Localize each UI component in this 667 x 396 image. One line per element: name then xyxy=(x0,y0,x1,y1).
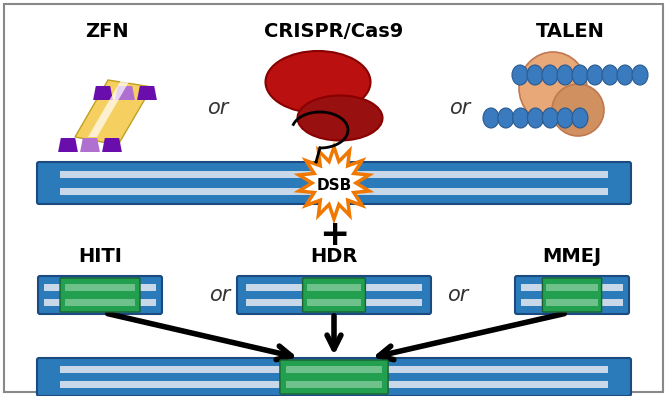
Ellipse shape xyxy=(542,108,558,128)
Ellipse shape xyxy=(602,65,618,85)
Polygon shape xyxy=(137,86,157,100)
Ellipse shape xyxy=(572,65,588,85)
Text: ZFN: ZFN xyxy=(85,22,129,41)
Bar xyxy=(59,171,608,179)
Text: DSB: DSB xyxy=(316,177,352,192)
FancyBboxPatch shape xyxy=(38,276,162,314)
Ellipse shape xyxy=(527,65,543,85)
Bar xyxy=(59,381,608,388)
Text: CRISPR/Cas9: CRISPR/Cas9 xyxy=(264,22,404,41)
Text: or: or xyxy=(450,98,471,118)
Bar xyxy=(65,284,135,291)
Polygon shape xyxy=(115,86,135,100)
Ellipse shape xyxy=(265,51,370,113)
Polygon shape xyxy=(75,80,152,145)
Bar xyxy=(521,284,623,291)
Polygon shape xyxy=(58,138,78,152)
Ellipse shape xyxy=(528,108,544,128)
Bar xyxy=(546,284,598,291)
Text: MMEJ: MMEJ xyxy=(542,247,602,266)
Bar xyxy=(307,284,362,291)
FancyBboxPatch shape xyxy=(237,276,431,314)
Text: HDR: HDR xyxy=(310,247,358,266)
FancyBboxPatch shape xyxy=(37,358,631,396)
FancyBboxPatch shape xyxy=(37,162,631,204)
Bar xyxy=(286,366,382,373)
Ellipse shape xyxy=(572,108,588,128)
FancyBboxPatch shape xyxy=(60,278,140,312)
Ellipse shape xyxy=(552,84,604,136)
Text: or: or xyxy=(209,285,231,305)
Ellipse shape xyxy=(512,65,528,85)
Ellipse shape xyxy=(519,52,587,124)
Ellipse shape xyxy=(632,65,648,85)
Bar xyxy=(65,299,135,306)
Text: or: or xyxy=(448,285,469,305)
FancyBboxPatch shape xyxy=(303,278,366,312)
Bar xyxy=(307,299,362,306)
FancyBboxPatch shape xyxy=(280,360,388,394)
Polygon shape xyxy=(80,138,100,152)
Ellipse shape xyxy=(513,108,529,128)
Ellipse shape xyxy=(557,108,573,128)
Ellipse shape xyxy=(617,65,633,85)
Ellipse shape xyxy=(483,108,499,128)
Polygon shape xyxy=(93,86,113,100)
FancyBboxPatch shape xyxy=(542,278,602,312)
Ellipse shape xyxy=(542,65,558,85)
Ellipse shape xyxy=(498,108,514,128)
Bar xyxy=(245,299,422,306)
Ellipse shape xyxy=(297,95,382,141)
FancyBboxPatch shape xyxy=(515,276,629,314)
Polygon shape xyxy=(88,80,130,137)
Polygon shape xyxy=(299,147,369,219)
Text: or: or xyxy=(207,98,229,118)
Bar xyxy=(59,366,608,373)
Bar xyxy=(286,381,382,388)
Text: TALEN: TALEN xyxy=(536,22,604,41)
Ellipse shape xyxy=(557,65,573,85)
Ellipse shape xyxy=(587,65,603,85)
Bar xyxy=(44,284,156,291)
Text: +: + xyxy=(319,218,350,252)
Bar xyxy=(44,299,156,306)
Polygon shape xyxy=(102,138,122,152)
Bar xyxy=(546,299,598,306)
Bar xyxy=(245,284,422,291)
Bar xyxy=(521,299,623,306)
Bar xyxy=(59,188,608,195)
Text: HITI: HITI xyxy=(78,247,122,266)
